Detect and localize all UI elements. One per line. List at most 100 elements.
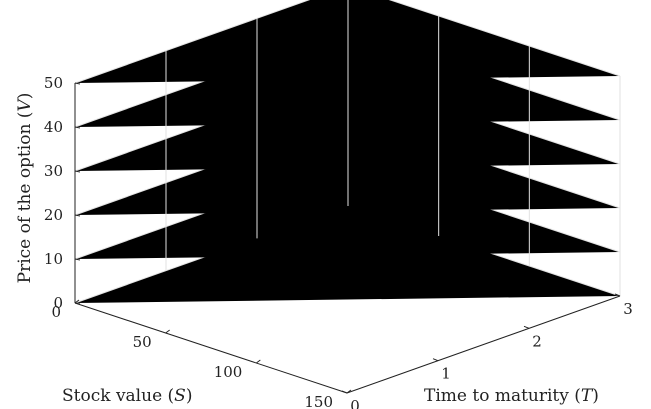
z-tick-mark <box>74 214 81 217</box>
surface-patch <box>225 311 239 317</box>
surface-patch <box>531 320 545 325</box>
surface-patch <box>504 311 518 316</box>
surface-patch <box>327 351 341 356</box>
surface-patch <box>368 317 382 322</box>
surface-patch <box>477 335 491 340</box>
t-axis-line <box>346 295 621 394</box>
surface-patch <box>477 340 491 345</box>
surface-patch <box>409 301 423 306</box>
surface-patch <box>306 330 320 335</box>
surface-patch <box>565 308 579 313</box>
surface-patch <box>313 361 327 366</box>
surface-patch <box>484 299 498 304</box>
surface-patch <box>490 311 504 316</box>
surface-patch <box>422 311 436 316</box>
surface-patch <box>279 307 293 314</box>
surface-patch <box>429 299 443 304</box>
t-tick-mark <box>341 390 348 394</box>
surface-patch <box>347 372 361 377</box>
surface-patch <box>238 340 252 345</box>
surface-patch <box>538 299 552 304</box>
x-axis-ticks: 0 50 100 150 <box>51 299 352 409</box>
surface-patch <box>443 347 457 352</box>
surface-patch <box>197 341 211 346</box>
surface-patch <box>361 348 375 353</box>
surface-patch <box>191 338 205 343</box>
t-tick-mark <box>432 358 439 362</box>
surface-patch <box>259 352 273 357</box>
surface-patch <box>375 324 389 329</box>
surface-patch <box>538 304 552 309</box>
surface-patch <box>531 311 545 316</box>
surface-patch <box>504 306 518 311</box>
surface-patch <box>415 348 429 353</box>
surface-patch <box>354 317 368 322</box>
surface-patch <box>415 329 429 334</box>
surface-patch <box>279 300 293 307</box>
surface-patch <box>320 368 334 373</box>
surface-patch <box>477 301 491 306</box>
surface-patch <box>449 340 463 345</box>
surface-patch <box>306 349 320 354</box>
surface-patch <box>395 341 409 346</box>
surface-patch <box>436 345 450 350</box>
surface-patch <box>408 364 422 369</box>
surface-patch <box>361 319 375 324</box>
surface-patch <box>218 326 232 332</box>
surface-patch <box>300 337 314 342</box>
surface-patch <box>211 335 225 340</box>
surface-patch <box>354 332 368 337</box>
surface-patch <box>204 338 218 343</box>
surface-patch <box>327 337 341 342</box>
surface-patch <box>259 321 273 327</box>
surface-patch <box>299 370 313 375</box>
surface-patch <box>327 365 341 370</box>
surface-patch <box>559 301 573 306</box>
surface-patch <box>334 335 348 340</box>
surface-patch <box>368 369 382 374</box>
surface-patch <box>327 322 341 327</box>
surface-patch <box>123 87 137 108</box>
surface-patch <box>279 313 293 319</box>
surface-patch <box>340 370 354 375</box>
surface-patch <box>238 345 252 350</box>
surface-patch <box>422 345 436 350</box>
surface-patch <box>361 376 375 381</box>
surface-patch <box>320 330 334 335</box>
surface-patch <box>422 301 436 306</box>
surface-patch <box>272 352 286 357</box>
surface-patch <box>477 321 491 326</box>
surface-patch <box>552 308 566 313</box>
surface-patch <box>293 325 307 330</box>
surface-patch <box>395 360 409 365</box>
surface-patch <box>395 350 409 355</box>
surface-patch <box>381 350 395 355</box>
surface-patch <box>490 330 504 335</box>
surface-patch <box>477 312 491 317</box>
surface-patch <box>327 360 341 365</box>
surface-patch <box>518 321 532 326</box>
surface-patch <box>307 309 321 315</box>
surface-patch <box>306 358 320 363</box>
surface-patch <box>279 349 293 354</box>
surface-patch <box>443 304 457 309</box>
surface-patch <box>95 95 109 116</box>
surface-patch <box>306 363 320 368</box>
surface-patch <box>170 331 184 337</box>
surface-patch <box>320 308 334 314</box>
surface-patch <box>170 320 184 331</box>
surface-patch <box>368 379 382 384</box>
t-tick-label: 2 <box>532 332 542 350</box>
surface-patch <box>259 361 273 366</box>
surface-patch <box>409 341 423 346</box>
surface-patch <box>477 307 491 312</box>
surface-patch <box>327 311 341 316</box>
surface-patch <box>375 343 389 348</box>
surface-patch <box>470 304 484 309</box>
surface-patch <box>395 331 409 336</box>
surface-patch <box>123 129 137 150</box>
surface-patch <box>572 301 586 306</box>
grid <box>74 0 621 304</box>
surface-patch <box>456 338 470 343</box>
surface-patch <box>333 386 347 391</box>
